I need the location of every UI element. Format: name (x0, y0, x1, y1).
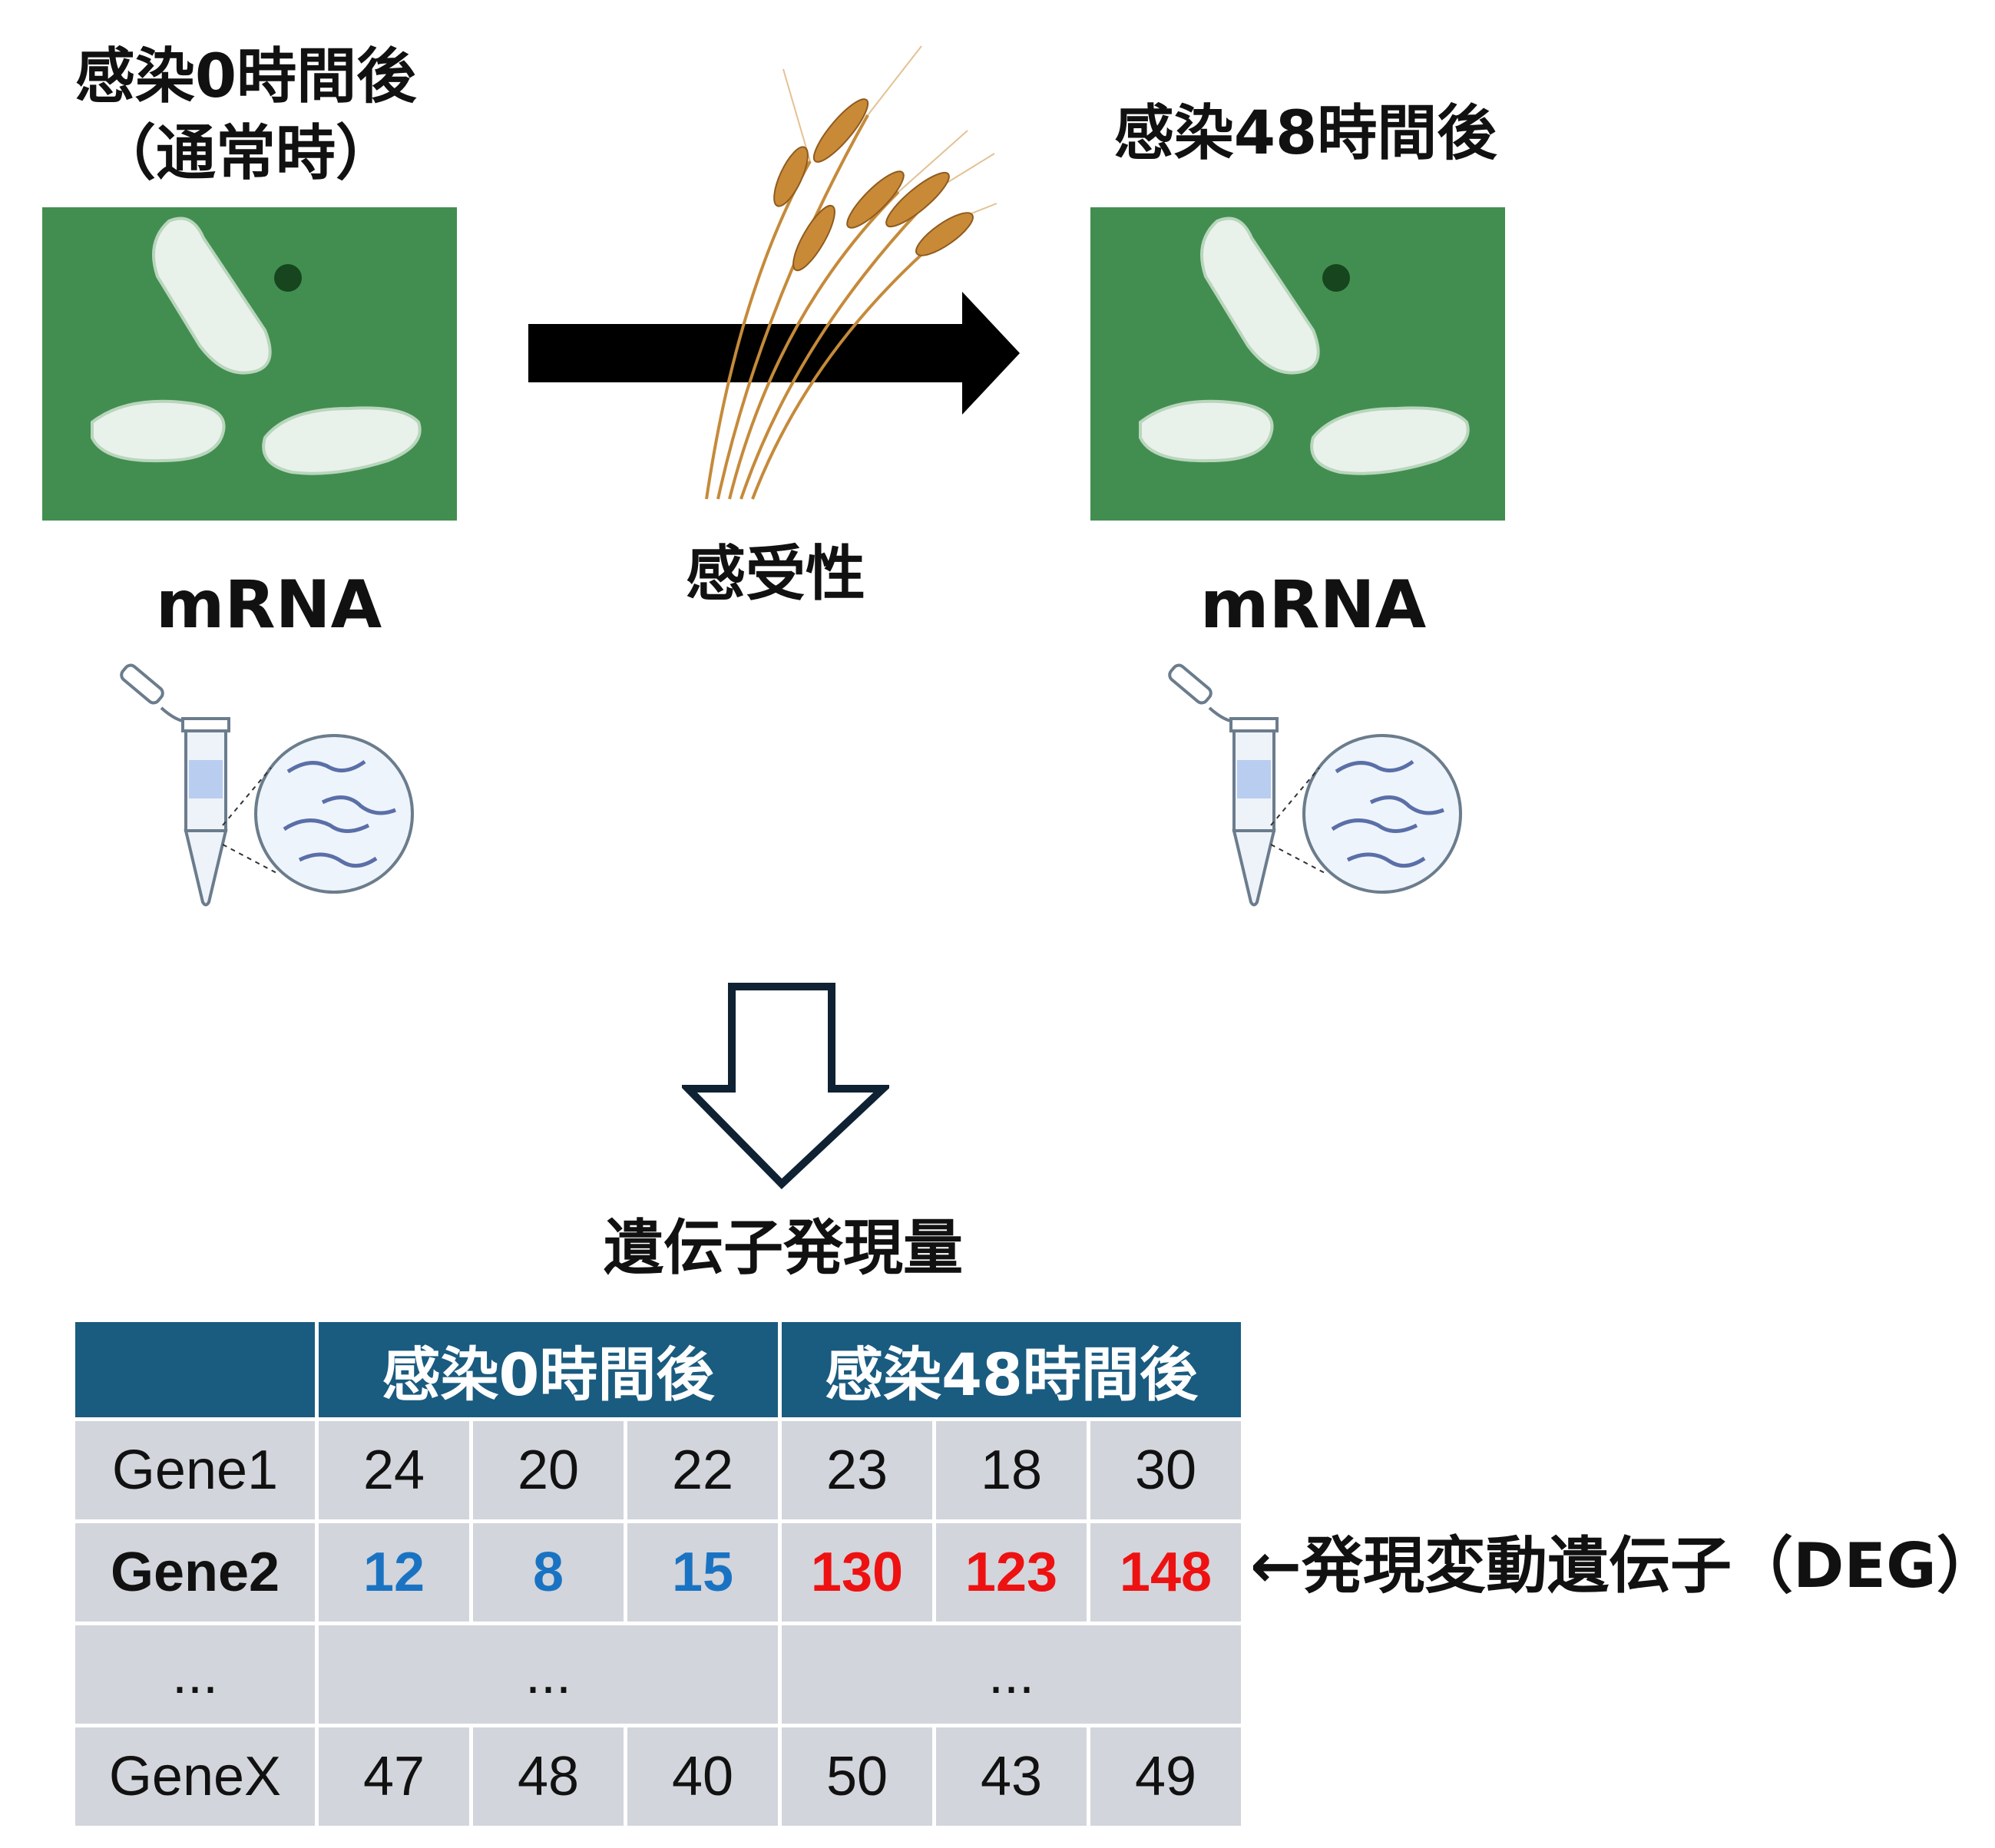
table-row: Gene2 12 8 15 130 123 148 (75, 1523, 1241, 1622)
value-cell: 49 (1090, 1727, 1241, 1826)
right-tube-icon (1168, 663, 1462, 907)
down-arrow (682, 983, 889, 1189)
value-cell: 22 (627, 1421, 778, 1519)
table-row: ... ... ... (75, 1625, 1241, 1724)
left-mrna-label: mRNA (155, 567, 382, 643)
value-cell: 20 (473, 1421, 624, 1519)
value-cell: 130 (782, 1523, 932, 1622)
value-cell: 148 (1090, 1523, 1241, 1622)
table-header-row: 感染0時間後 感染48時間後 (75, 1322, 1241, 1417)
left-tube-icon (120, 663, 414, 907)
right-mrna-label: mRNA (1199, 567, 1427, 643)
value-cell: 50 (782, 1727, 932, 1826)
value-cell: ... (319, 1625, 778, 1724)
value-cell: 43 (936, 1727, 1087, 1826)
header-0h: 感染0時間後 (319, 1322, 778, 1417)
right-micrograph (1090, 207, 1505, 521)
expression-title: 遺伝子発現量 (603, 1214, 963, 1283)
header-48h: 感染48時間後 (782, 1322, 1241, 1417)
expression-table: 感染0時間後 感染48時間後 Gene1 24 20 22 23 18 30 G… (71, 1318, 1245, 1830)
value-cell: 48 (473, 1727, 624, 1826)
gene-name: Gene2 (75, 1523, 315, 1622)
deg-annotation: ←発現変動遺伝子（DEG） (1250, 1530, 1995, 1602)
value-cell: 47 (319, 1727, 469, 1826)
value-cell: 15 (627, 1523, 778, 1622)
gene-name: GeneX (75, 1727, 315, 1826)
value-cell: 18 (936, 1421, 1087, 1519)
value-cell: ... (782, 1625, 1241, 1724)
susceptible-label: 感受性 (685, 540, 865, 609)
gene-name: Gene1 (75, 1421, 315, 1519)
table-row: GeneX 47 48 40 50 43 49 (75, 1727, 1241, 1826)
value-cell: 123 (936, 1523, 1087, 1622)
left-micrograph (42, 207, 457, 521)
left-title-line1: 感染0時間後 (74, 42, 417, 111)
table-row: Gene1 24 20 22 23 18 30 (75, 1421, 1241, 1519)
right-title: 感染48時間後 (1113, 99, 1497, 168)
gene-name: ... (75, 1625, 315, 1724)
value-cell: 24 (319, 1421, 469, 1519)
value-cell: 30 (1090, 1421, 1241, 1519)
right-arrow (528, 292, 1020, 415)
wheat-icon (705, 45, 998, 500)
header-empty-cell (75, 1322, 315, 1417)
value-cell: 40 (627, 1727, 778, 1826)
value-cell: 23 (782, 1421, 932, 1519)
value-cell: 12 (319, 1523, 469, 1622)
left-title-line2: （通常時） (95, 119, 395, 188)
value-cell: 8 (473, 1523, 624, 1622)
